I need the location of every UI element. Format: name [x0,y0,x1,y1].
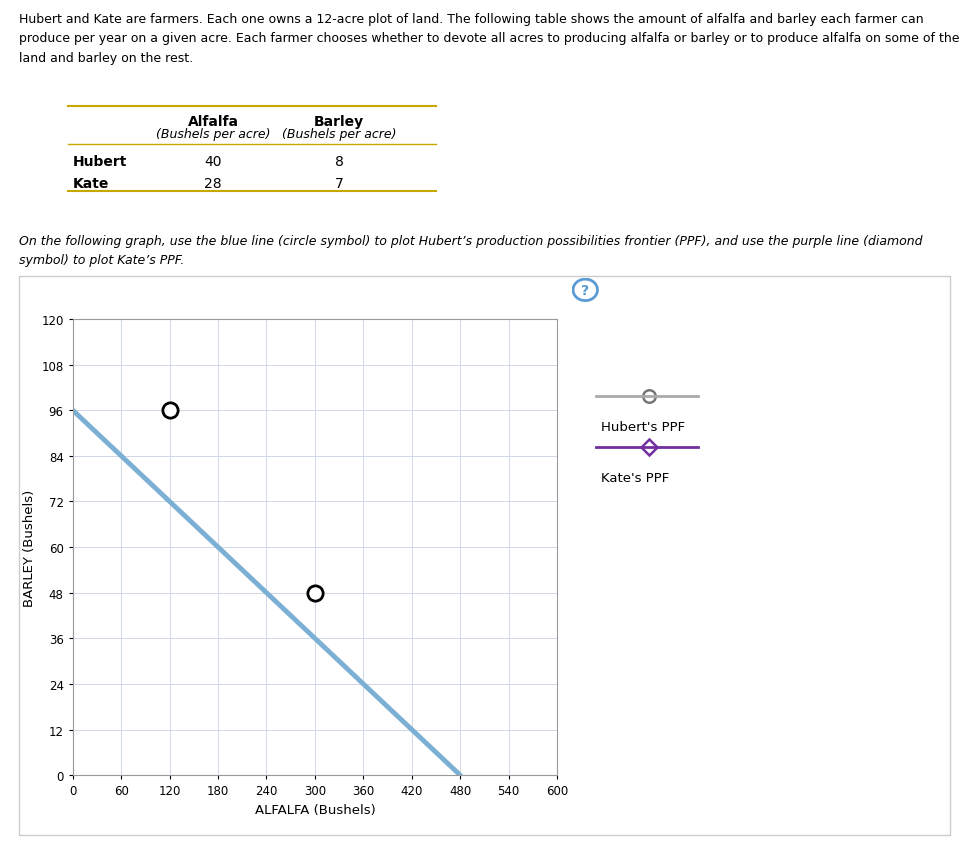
Text: Hubert's PPF: Hubert's PPF [601,420,685,433]
Y-axis label: BARLEY (Bushels): BARLEY (Bushels) [22,489,36,606]
Text: 28: 28 [204,176,222,190]
Text: Kate's PPF: Kate's PPF [601,471,669,484]
Text: On the following graph, use the blue line (circle symbol) to plot Hubert’s produ: On the following graph, use the blue lin… [19,234,922,247]
Text: land and barley on the rest.: land and barley on the rest. [19,52,194,65]
Text: symbol) to plot Kate’s PPF.: symbol) to plot Kate’s PPF. [19,254,185,267]
Text: Hubert: Hubert [73,155,127,169]
Text: Alfalfa: Alfalfa [188,115,238,129]
Text: Barley: Barley [314,115,364,129]
Text: produce per year on a given acre. Each farmer chooses whether to devote all acre: produce per year on a given acre. Each f… [19,32,960,45]
X-axis label: ALFALFA (Bushels): ALFALFA (Bushels) [255,803,375,816]
Text: ?: ? [581,284,589,297]
Text: 7: 7 [334,176,344,190]
Text: Kate: Kate [73,176,109,190]
Text: (Bushels per acre): (Bushels per acre) [156,128,270,141]
Text: (Bushels per acre): (Bushels per acre) [282,128,396,141]
Text: 40: 40 [204,155,222,169]
Text: 8: 8 [334,155,344,169]
Text: Hubert and Kate are farmers. Each one owns a 12-acre plot of land. The following: Hubert and Kate are farmers. Each one ow… [19,13,924,26]
